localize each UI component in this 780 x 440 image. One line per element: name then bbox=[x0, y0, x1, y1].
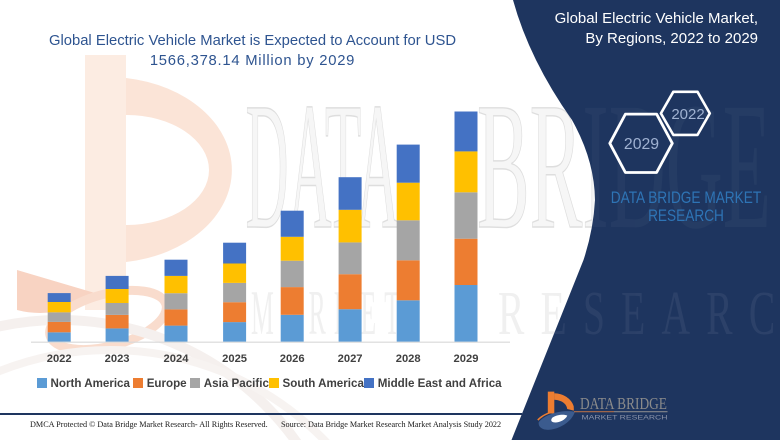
svg-text:DATA: DATA bbox=[246, 66, 400, 268]
svg-text:RESEARCH: RESEARCH bbox=[500, 279, 780, 349]
svg-text:DATA BRIDGE: DATA BRIDGE bbox=[580, 395, 667, 414]
svg-text:2029: 2029 bbox=[624, 136, 659, 153]
svg-text:2022: 2022 bbox=[671, 106, 704, 123]
svg-text:DATA: DATA bbox=[246, 66, 400, 268]
svg-text:MARKET: MARKET bbox=[251, 279, 408, 348]
svg-text:MARKET RESEARCH: MARKET RESEARCH bbox=[582, 414, 668, 421]
svg-text:MARKET: MARKET bbox=[251, 279, 408, 348]
